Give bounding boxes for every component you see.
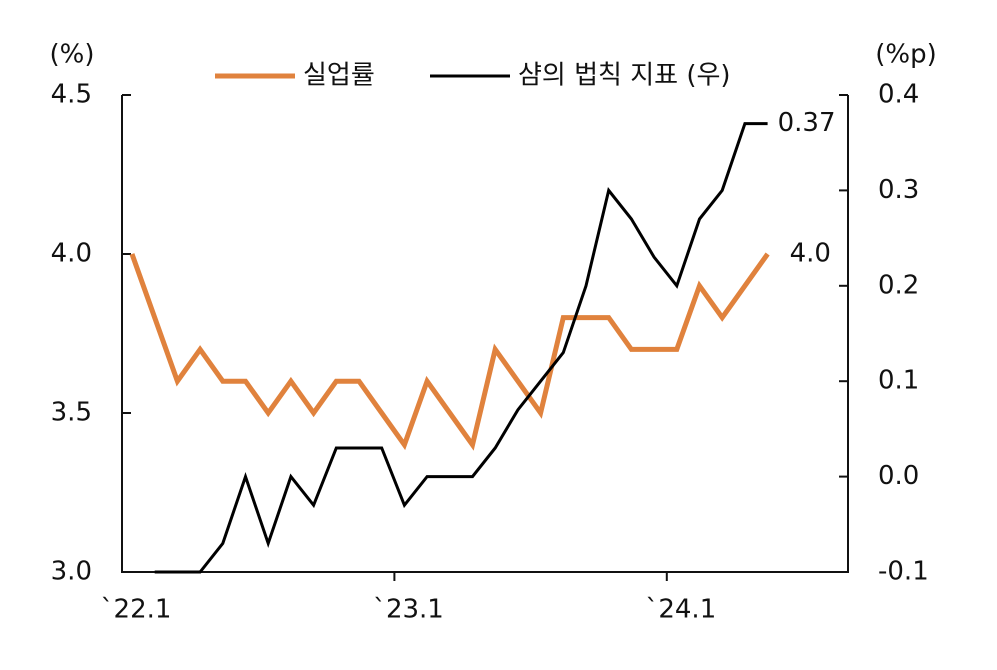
- y-axis-unit: (%): [50, 40, 95, 70]
- y2-tick-label: 0.4: [878, 80, 919, 110]
- x-tick-label: `23.1: [373, 595, 444, 625]
- y2-tick-label: 0.3: [878, 175, 919, 205]
- y-tick-label: 4.5: [51, 80, 92, 110]
- series-line: [129, 252, 770, 451]
- y-tick-label: 4.0: [51, 239, 92, 269]
- y2-axis-unit: (%p): [875, 40, 937, 70]
- legend-label: 샴의 법칙 지표 (우): [518, 61, 731, 91]
- data-label: 0.37: [778, 108, 836, 138]
- y2-tick-label: 0.1: [878, 366, 919, 396]
- data-label: 4.0: [790, 239, 831, 269]
- series-line: [154, 122, 768, 574]
- legend-label: 실업률: [303, 61, 375, 91]
- y2-tick-label: 0.2: [878, 270, 919, 300]
- axes: [121, 95, 849, 573]
- y2-tick-label: -0.1: [878, 557, 929, 587]
- x-tick-label: `22.1: [101, 595, 172, 625]
- y-tick-label: 3.5: [51, 398, 92, 428]
- y-tick-label: 3.0: [51, 557, 92, 587]
- y2-tick-label: 0.0: [878, 461, 919, 491]
- x-tick-label: `24.1: [645, 595, 716, 625]
